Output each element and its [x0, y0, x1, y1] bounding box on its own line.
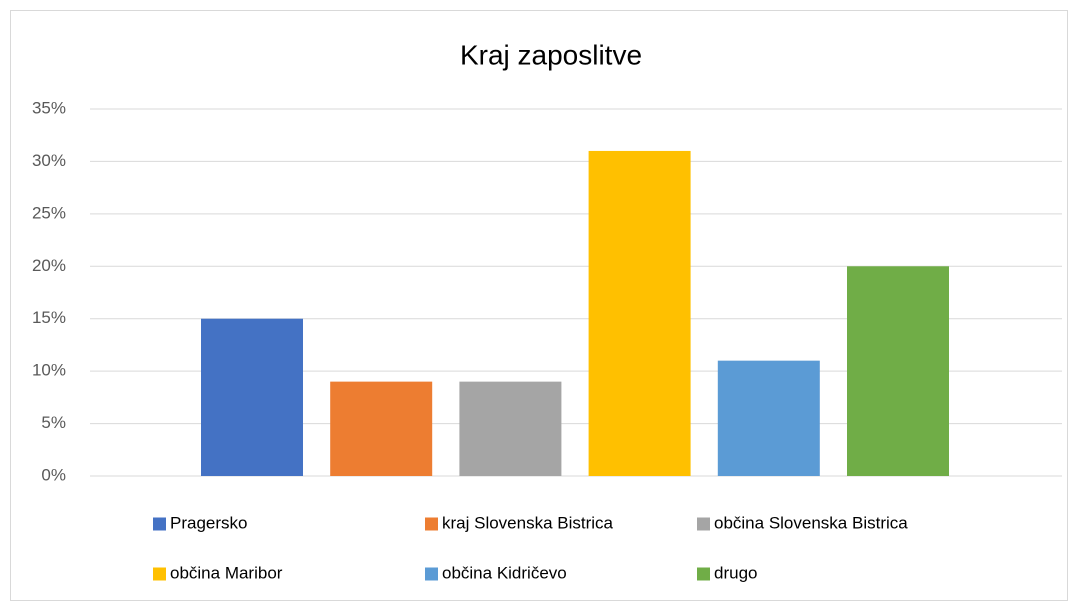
y-tick-label: 15% [32, 308, 66, 327]
legend-label: drugo [714, 563, 757, 582]
legend-label: občina Kidričevo [442, 563, 567, 582]
bar [847, 266, 949, 476]
bar [330, 381, 433, 476]
y-tick-label: 5% [41, 413, 66, 432]
legend-swatch [153, 567, 166, 581]
bar [588, 150, 691, 476]
legend-swatch [697, 517, 710, 531]
legend-swatch [425, 517, 438, 531]
y-tick-label: 10% [32, 361, 66, 380]
legend-swatch [153, 517, 166, 531]
y-tick-label: 30% [32, 151, 66, 170]
legend-label: občina Slovenska Bistrica [714, 513, 908, 532]
bar [717, 360, 820, 476]
legend-swatch [697, 567, 710, 581]
legend-label: kraj Slovenska Bistrica [442, 513, 614, 532]
bar [201, 318, 303, 476]
y-tick-label: 0% [41, 465, 66, 484]
y-tick-label: 25% [32, 203, 66, 222]
y-tick-label: 35% [32, 98, 66, 117]
legend-label: Pragersko [170, 513, 247, 532]
legend-label: občina Maribor [170, 563, 283, 582]
legend-swatch [425, 567, 438, 581]
y-tick-label: 20% [32, 256, 66, 275]
bar [459, 381, 562, 476]
chart-title: Kraj zaposlitve [460, 39, 642, 70]
